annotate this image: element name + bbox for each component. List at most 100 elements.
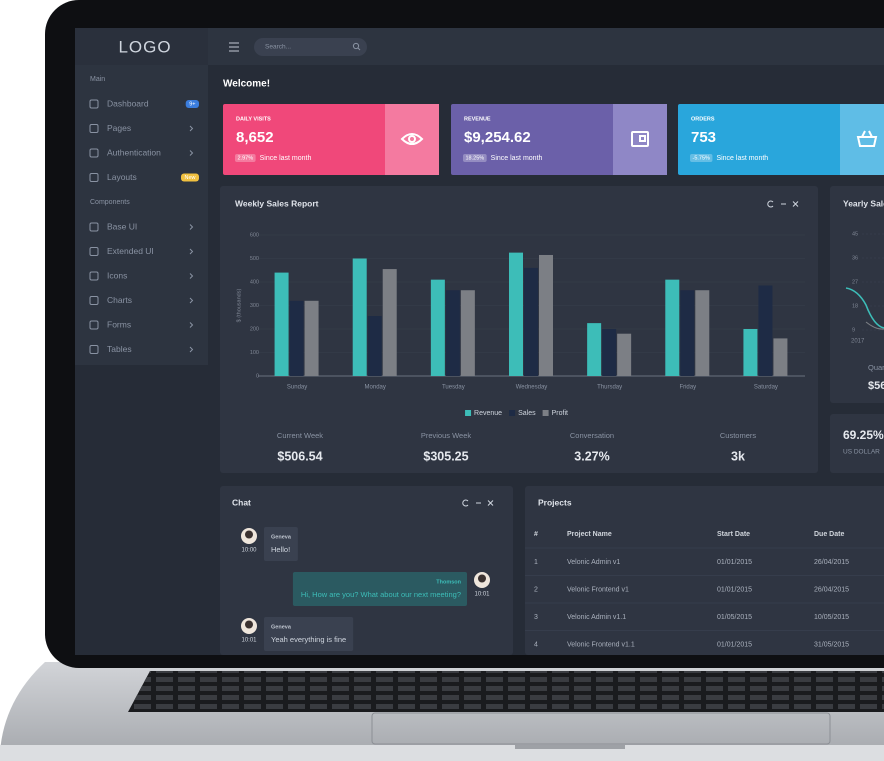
stat-value: $9,254.62 <box>464 129 531 146</box>
card-title: Weekly Sales Report <box>235 198 319 208</box>
sidebar-icon <box>89 222 99 232</box>
sidebar-label: Dashboard <box>107 98 149 108</box>
chevron <box>189 248 194 255</box>
wallet-icon <box>631 131 649 147</box>
card-controls <box>462 499 494 507</box>
bar <box>304 300 319 376</box>
close-button[interactable] <box>487 500 494 506</box>
sidebar-item[interactable]: Tables <box>89 344 194 354</box>
sidebar-icon <box>89 124 99 133</box>
sidebar-item[interactable]: Icons <box>89 270 194 281</box>
table-cell: 01/01/2015 <box>717 641 752 648</box>
badge-bg <box>185 100 199 108</box>
sidebar-item[interactable]: Authentication <box>89 147 194 158</box>
legend-swatch <box>542 410 549 416</box>
sidebar-item[interactable]: Charts <box>89 295 194 305</box>
y-tick-label: 0 <box>256 373 259 379</box>
table-cell: Velonic Frontend v1.1 <box>567 641 635 648</box>
avatar-head <box>478 574 486 583</box>
chevron <box>189 125 194 132</box>
bar <box>382 269 397 376</box>
sidebar-item[interactable]: Base UI <box>89 221 194 232</box>
stat-title: ORDERS <box>691 116 715 122</box>
summary-value: 3.27% <box>574 449 609 463</box>
menu-button[interactable] <box>229 42 239 52</box>
search[interactable]: Search... <box>254 38 367 56</box>
chevron <box>189 273 194 279</box>
bar <box>617 333 632 376</box>
stat-title: DAILY VISITS <box>236 116 271 122</box>
table-cell: 10/05/2015 <box>814 614 849 621</box>
x-tick-label: Sunday <box>287 385 307 391</box>
sidebar-label: Charts <box>107 295 132 305</box>
sidebar-item[interactable]: Extended UI <box>89 246 194 256</box>
bar <box>367 316 382 376</box>
chat-time: 10:01 <box>241 638 257 644</box>
bar <box>602 329 617 376</box>
bar <box>680 290 695 376</box>
notch <box>515 745 625 749</box>
refresh-button[interactable] <box>767 200 774 208</box>
summary-label: Current Week <box>277 431 323 440</box>
card <box>220 486 513 655</box>
sidebar-label: Base UI <box>107 221 137 231</box>
x-tick-label: Friday <box>679 385 696 391</box>
change-badge-bg <box>690 154 713 162</box>
bar <box>539 254 553 376</box>
chat-bubble <box>264 617 354 651</box>
screen: LOGO Search... Welcome! Main Dashboard 9+ P… <box>75 28 884 655</box>
bar <box>743 329 758 376</box>
sidebar-item[interactable]: Pages <box>89 123 194 133</box>
table-cell: 26/04/2015 <box>814 559 849 566</box>
sidebar-item[interactable]: Dashboard 9+ <box>89 98 199 109</box>
y-tick-label: 9 <box>852 327 855 333</box>
summary-label: Conversation <box>570 431 614 440</box>
table-header: Due Date <box>814 531 844 538</box>
change-badge-bg <box>463 154 487 162</box>
sidebar-label: Authentication <box>107 147 161 157</box>
refresh-button[interactable] <box>462 499 469 507</box>
card-title: Yearly Sale <box>843 198 884 208</box>
bar <box>587 323 602 376</box>
wallet-clasp <box>639 135 646 142</box>
chat-name: Geneva <box>271 624 292 630</box>
stat-change: 2.97% <box>238 155 254 161</box>
sidebar-label: Extended UI <box>107 246 154 256</box>
table-cell: 01/05/2015 <box>717 614 752 621</box>
summary-value: $506.54 <box>277 449 322 463</box>
bar <box>352 258 367 376</box>
y-tick-label: 300 <box>250 303 259 309</box>
stat-icon <box>400 133 424 145</box>
keys <box>128 671 884 712</box>
sidebar-item[interactable]: Forms <box>89 319 194 330</box>
sidebar <box>75 65 208 365</box>
sidebar-icon <box>89 271 99 281</box>
stat-change: -5.75% <box>693 155 711 161</box>
legend-label: Profit <box>552 410 568 417</box>
sidebar-icon <box>89 320 99 330</box>
table-header: # <box>534 531 538 538</box>
legend-swatch <box>509 410 516 416</box>
eye-icon <box>400 133 424 145</box>
sidebar-item[interactable]: Layouts New <box>89 172 199 182</box>
close-button[interactable] <box>792 201 799 207</box>
y-axis-label: $ (thousands) <box>236 289 242 323</box>
basket-icon <box>856 130 878 147</box>
badge: New <box>184 175 195 181</box>
sidebar-section-title: Main <box>90 76 105 83</box>
yearly-caption: Quar <box>868 363 884 372</box>
stat-icon-bg <box>385 104 439 175</box>
chat-text: Hi, How are you? What about our next mee… <box>301 590 461 599</box>
table-cell: Velonic Admin v1 <box>567 559 620 566</box>
chevron <box>189 346 194 353</box>
topbar <box>75 28 884 65</box>
chat-bubble <box>264 527 298 561</box>
chat-bubble <box>292 572 467 606</box>
y-tick-label: 36 <box>852 255 858 261</box>
x-tick-label: Saturday <box>754 385 778 391</box>
table-header: Project Name <box>567 531 612 538</box>
sidebar-label: Tables <box>107 344 132 354</box>
table-cell: 1 <box>534 559 538 566</box>
stat-note: Since last month <box>716 155 768 162</box>
bar <box>274 272 289 376</box>
